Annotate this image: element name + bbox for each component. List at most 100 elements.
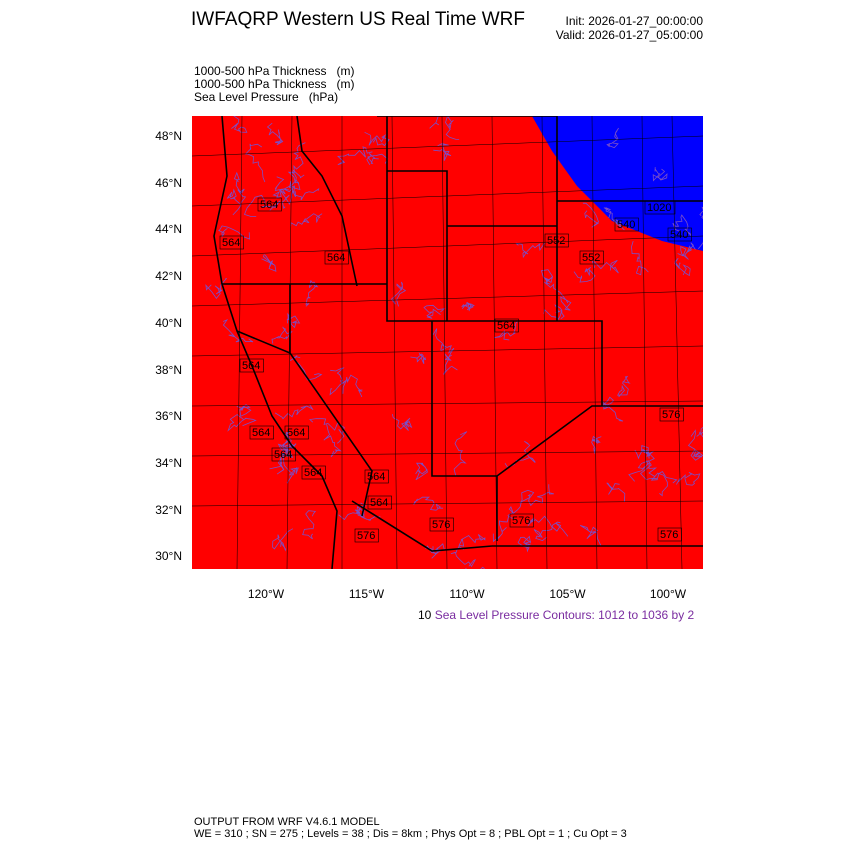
contour-label: 564 xyxy=(497,320,515,332)
plot-title: IWFAQRP Western US Real Time WRF xyxy=(191,9,525,30)
contour-label-box xyxy=(257,197,282,212)
contour-label: 564 xyxy=(367,471,385,483)
slp-contour-line xyxy=(205,277,227,299)
slp-contour-line xyxy=(433,143,452,161)
contour-label: 552 xyxy=(547,235,565,247)
slp-contour-line xyxy=(269,452,289,475)
lon-tick-label: 120°W xyxy=(247,587,285,601)
contour-label-box xyxy=(544,233,569,248)
slp-contour-line xyxy=(222,319,254,343)
slp-contour-line xyxy=(573,266,596,283)
contour-label: 552 xyxy=(582,252,600,264)
slp-contour-line xyxy=(641,444,654,459)
slp-contour-line xyxy=(606,127,619,149)
slp-contour-line xyxy=(302,510,317,540)
contour-label-box xyxy=(249,425,274,440)
slp-contour-line xyxy=(410,352,427,364)
slp-contour-line xyxy=(423,304,446,319)
contour-label-box xyxy=(354,528,379,543)
slp-contour-line xyxy=(415,462,429,481)
contour-label-box xyxy=(494,318,519,333)
slp-contour-line xyxy=(366,153,389,165)
slp-contour-line xyxy=(591,435,602,454)
contour-label: 564 xyxy=(260,199,278,211)
contour-label: 564 xyxy=(304,467,322,479)
slp-contour-line xyxy=(676,472,701,486)
contour-label: 576 xyxy=(660,529,678,541)
slp-contour-line xyxy=(494,320,519,341)
footer-line: WE = 310 ; SN = 275 ; Levels = 38 ; Dis … xyxy=(194,828,627,840)
slp-contour-line xyxy=(450,546,477,568)
slp-contour-line xyxy=(465,566,485,569)
contour-label-box xyxy=(657,527,682,542)
slp-contour-line xyxy=(579,525,602,546)
init-time: Init: 2026-01-27_00:00:00 xyxy=(565,14,703,28)
slp-contour-line xyxy=(631,240,649,276)
slp-contour-line xyxy=(282,448,299,484)
contour-info: 10 Sea Level Pressure Contours: 1012 to … xyxy=(418,608,694,622)
lat-tick-label: 30°N xyxy=(155,549,182,564)
cold-thickness-fill xyxy=(532,116,703,251)
lat-tick-label: 42°N xyxy=(155,269,182,284)
slp-contour-line xyxy=(606,482,626,502)
slp-contour-line xyxy=(274,404,314,420)
slp-contour-line xyxy=(527,515,569,537)
lat-tick-label: 48°N xyxy=(155,129,182,143)
lon-tick-label: 100°W xyxy=(649,587,687,601)
contour-label: 576 xyxy=(432,519,450,531)
lat-tick-label: 40°N xyxy=(155,315,182,330)
slp-contour-line xyxy=(271,326,293,344)
slp-contour-line xyxy=(285,187,320,205)
slp-contour-line xyxy=(279,443,297,459)
slp-contour-line xyxy=(458,534,486,547)
field-label: 1000-500 hPa Thickness (m) xyxy=(194,64,355,78)
contour-label: 564 xyxy=(370,497,388,509)
slp-contour-line xyxy=(443,353,458,375)
map-panel: 564 564 564 552 552 540 540 1020 564 564 564 564 564… xyxy=(192,116,703,569)
slp-contour-line xyxy=(391,413,413,431)
slp-contour-line xyxy=(517,535,532,553)
contour-label: 540 xyxy=(617,219,635,231)
lat-tick-label: 36°N xyxy=(155,409,182,424)
slp-contour-line xyxy=(617,375,631,398)
slp-contour-line xyxy=(226,188,242,216)
lat-tick-label: 38°N xyxy=(155,362,182,377)
contour-label-box xyxy=(324,250,349,265)
slp-contour-line xyxy=(696,426,703,438)
slp-contour-line xyxy=(364,131,390,147)
lat-tick-label: 34°N xyxy=(155,455,182,470)
contour-label-box xyxy=(367,495,392,510)
slp-contour-line xyxy=(601,396,624,422)
lat-tick-label: 46°N xyxy=(155,175,182,190)
slp-contour-line xyxy=(687,429,703,461)
slp-contour-line xyxy=(323,424,342,458)
field-label: 1000-500 hPa Thickness (m) xyxy=(194,77,355,91)
contour-label-box xyxy=(509,513,534,528)
slp-contour-line xyxy=(432,328,455,359)
contour-label: 540 xyxy=(670,229,688,241)
contour-label-box xyxy=(364,469,389,484)
slp-contour-line xyxy=(390,281,407,307)
contour-label: 564 xyxy=(252,427,270,439)
slp-contour-line xyxy=(287,142,306,184)
slp-contour-line xyxy=(492,515,513,543)
contour-label-box xyxy=(644,200,676,215)
slp-contour-line xyxy=(591,259,619,274)
slp-contour-line xyxy=(218,225,251,240)
contour-label: 576 xyxy=(357,530,375,542)
field-list: 1000-500 hPa Thickness (m) 1000-500 hPa … xyxy=(194,65,355,104)
slp-contour-line xyxy=(429,116,460,140)
slp-contour-line xyxy=(266,122,284,146)
slp-contour-line xyxy=(540,269,554,285)
contour-text: Sea Level Pressure Contours: 1012 to 103… xyxy=(434,608,695,622)
contour-label: 576 xyxy=(512,515,530,527)
slp-contour-line xyxy=(244,143,266,183)
slp-contour-line xyxy=(413,496,444,511)
contour-label-box xyxy=(301,465,326,480)
contour-label-box xyxy=(284,425,309,440)
contour-label-box xyxy=(429,517,454,532)
slp-contour-line xyxy=(672,214,692,236)
slp-contour-line xyxy=(650,470,678,497)
state-borders xyxy=(192,116,703,569)
slp-contour-line xyxy=(628,448,655,482)
